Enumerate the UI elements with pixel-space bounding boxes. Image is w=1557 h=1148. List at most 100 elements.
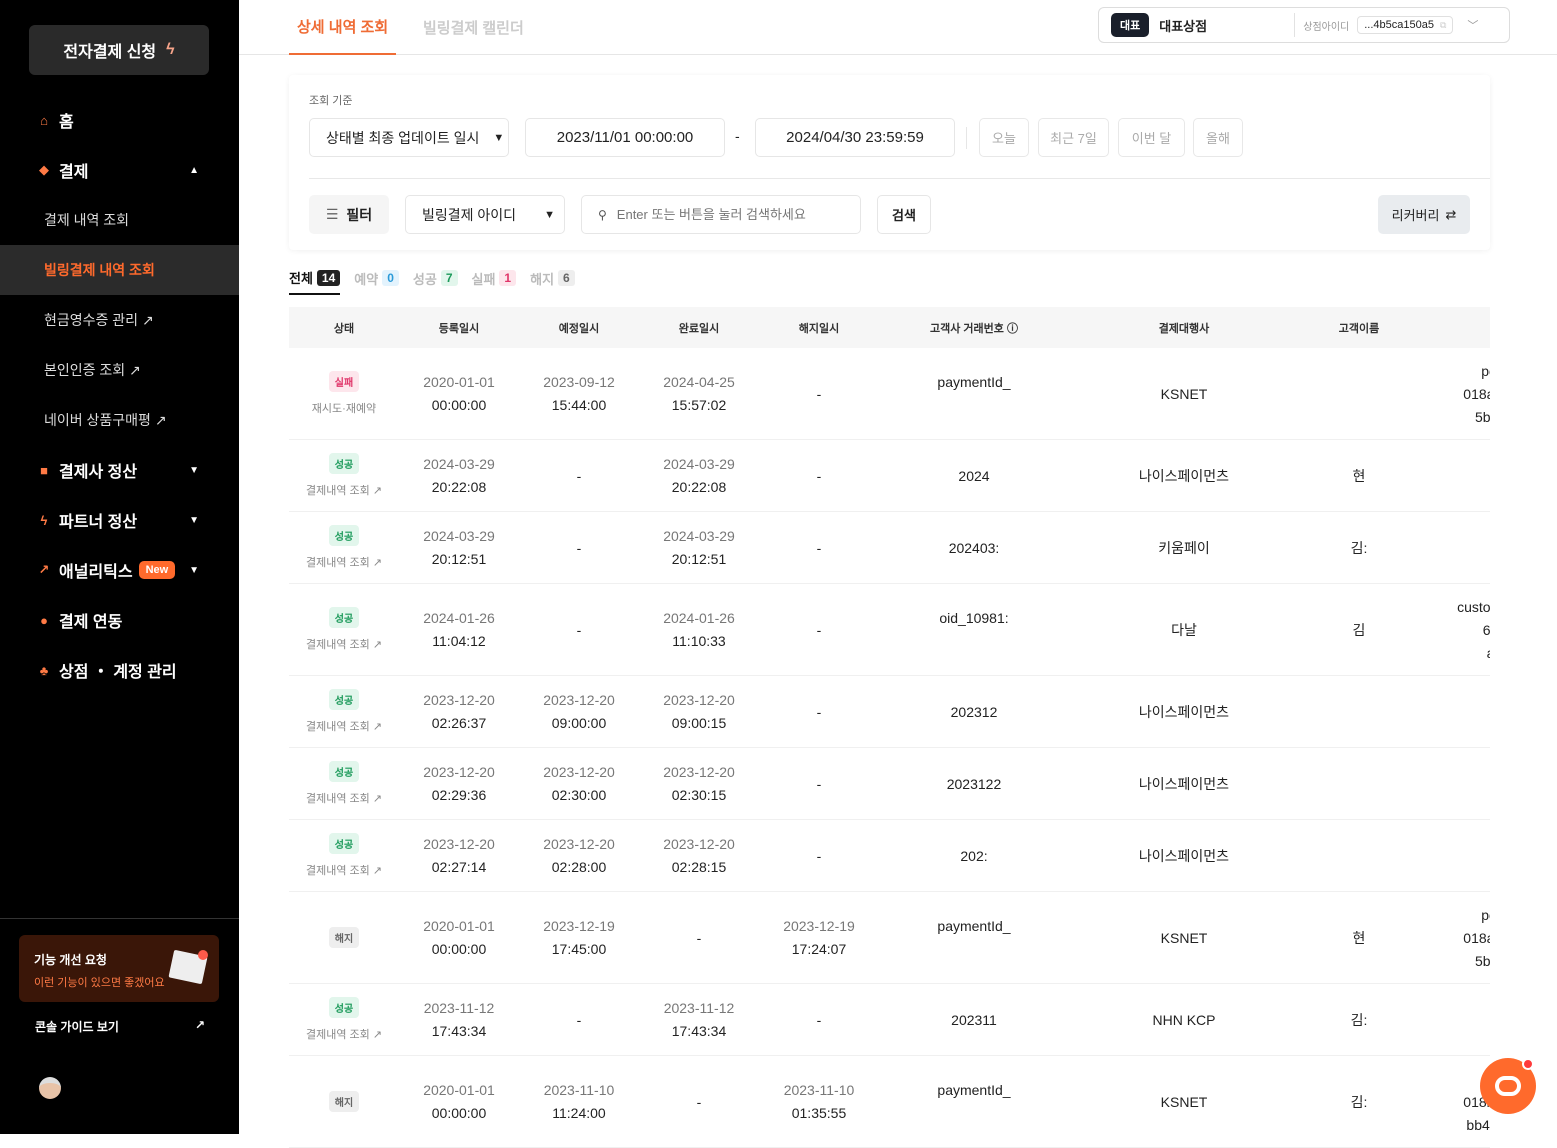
sidebar-subitem[interactable]: 빌링결제 내역 조회 <box>0 245 239 295</box>
customer-id-line: bb41-6 <box>1466 1117 1490 1133</box>
quick-7days-button[interactable]: 최근 7일 <box>1038 118 1109 157</box>
caret-down-icon: ▼ <box>493 132 504 144</box>
top-bar: 상세 내역 조회 빌링결제 캘린더 대표 대표상점 상점아이디 ...4b5ca… <box>239 0 1557 55</box>
empty-value: - <box>697 930 702 946</box>
console-guide-link[interactable]: 콘솔 가이드 보기 ↗ <box>35 1018 205 1035</box>
search-box[interactable]: ⚲ <box>581 195 861 234</box>
recovery-button[interactable]: 리커버리⇄ <box>1378 195 1470 234</box>
customer-id-line: 018a88 <box>1463 930 1490 946</box>
caret-down-icon[interactable]: ▼ <box>189 565 199 576</box>
pg-name: 나이스페이먼츠 <box>1139 774 1229 794</box>
chevron-down-icon[interactable]: ﹀ <box>1467 17 1478 33</box>
customer-name: 김: <box>1351 1092 1368 1112</box>
pg-name: KSNET <box>1161 930 1208 946</box>
payment-detail-link[interactable]: 결제내역 조회 ↗ <box>306 636 382 652</box>
start-date-input[interactable]: 2023/11/01 00:00:00 <box>525 118 725 157</box>
copy-icon[interactable]: ⧉ <box>1440 20 1446 31</box>
time: 17:43:34 <box>424 1023 495 1039</box>
customer-id-cell: port-018a885bca- <box>1419 348 1490 439</box>
search-button[interactable]: 검색 <box>877 195 931 234</box>
term-cell: - <box>759 440 879 511</box>
date: 2024-04-25 <box>663 374 735 390</box>
tab-detail[interactable]: 상세 내역 조회 <box>289 0 396 55</box>
caret-down-icon[interactable]: ▼ <box>189 465 199 476</box>
date: 2023-12-20 <box>543 764 615 780</box>
document-icon: ■ <box>36 463 52 478</box>
sidebar-subitem[interactable]: 결제 내역 조회 <box>0 195 239 245</box>
payment-detail-link[interactable]: 결제내역 조회 ↗ <box>306 1026 382 1042</box>
end-date-input[interactable]: 2024/04/30 23:59:59 <box>755 118 955 157</box>
date: 2023-12-20 <box>423 692 495 708</box>
payment-detail-link[interactable]: 결제내역 조회 ↗ <box>306 718 382 734</box>
date: 2023-12-20 <box>423 764 495 780</box>
bolt-icon: ϟ <box>36 513 52 528</box>
caret-down-icon[interactable]: ▼ <box>189 515 199 526</box>
payment-detail-link[interactable]: 결제내역 조회 ↗ <box>306 790 382 806</box>
quick-month-button[interactable]: 이번 달 <box>1118 118 1185 157</box>
customer-id-line: port- <box>1481 363 1490 379</box>
payment-detail-link[interactable]: 결제내역 조회 ↗ <box>306 862 382 878</box>
tab-billing-calendar[interactable]: 빌링결제 캘린더 <box>423 0 524 55</box>
column-header: 해지일시 <box>759 307 879 348</box>
sidebar-item[interactable]: ●결제 연동 <box>0 595 239 645</box>
payment-detail-link[interactable]: 결제내역 조회 ↗ <box>306 554 382 570</box>
sidebar-subitem[interactable]: 본인인증 조회 ↗ <box>0 345 239 395</box>
quick-year-button[interactable]: 올해 <box>1193 118 1243 157</box>
status-badge: 성공 <box>329 761 359 782</box>
customer-name: 김: <box>1351 538 1368 558</box>
feature-request-card[interactable]: 기능 개선 요청 이런 기능이 있으면 좋겠어요 <box>19 935 219 1002</box>
search-input[interactable] <box>617 207 837 222</box>
quick-today-button[interactable]: 오늘 <box>979 118 1029 157</box>
caret-up-icon[interactable]: ▲ <box>189 165 199 176</box>
date: 2024-03-29 <box>423 528 495 544</box>
sidebar-subitem[interactable]: 네이버 상품구매평 ↗ <box>0 395 239 445</box>
chat-button[interactable] <box>1480 1058 1536 1114</box>
store-selector[interactable]: 대표 대표상점 상점아이디 ...4b5ca150a5⧉ ﹀ <box>1098 7 1510 43</box>
search-field-select[interactable]: 빌링결제 아이디▼ <box>405 195 565 234</box>
customer-name-cell: 현 <box>1299 892 1419 983</box>
sidebar-subitem[interactable]: 현금영수증 관리 ↗ <box>0 295 239 345</box>
date: 2020-01-01 <box>423 918 495 934</box>
avatar[interactable] <box>39 1077 61 1099</box>
criteria-select[interactable]: 상태별 최종 업데이트 일시▼ <box>309 118 509 157</box>
date: 2023-12-20 <box>663 764 735 780</box>
transaction-id: paymentId_ <box>937 1082 1010 1098</box>
apply-payment-button[interactable]: 전자결제 신청 ϟ <box>29 25 209 75</box>
transaction-id: 202311 <box>951 1012 997 1028</box>
column-header: 예정일시 <box>519 307 639 348</box>
sidebar-item[interactable]: ◆결제▲ <box>0 145 239 195</box>
sidebar-item[interactable]: ■결제사 정산▼ <box>0 445 239 495</box>
sidebar-item[interactable]: ⌂홈 <box>0 95 239 145</box>
filter-button[interactable]: ☰필터 <box>309 195 389 234</box>
payment-detail-link[interactable]: 결제내역 조회 ↗ <box>306 482 382 498</box>
empty-value: - <box>817 540 822 556</box>
sidebar-item[interactable]: ♣상점 ・ 계정 관리 <box>0 645 239 695</box>
store-id[interactable]: ...4b5ca150a5⧉ <box>1357 16 1453 34</box>
retry-link[interactable]: 재시도·재예약 <box>312 400 376 416</box>
